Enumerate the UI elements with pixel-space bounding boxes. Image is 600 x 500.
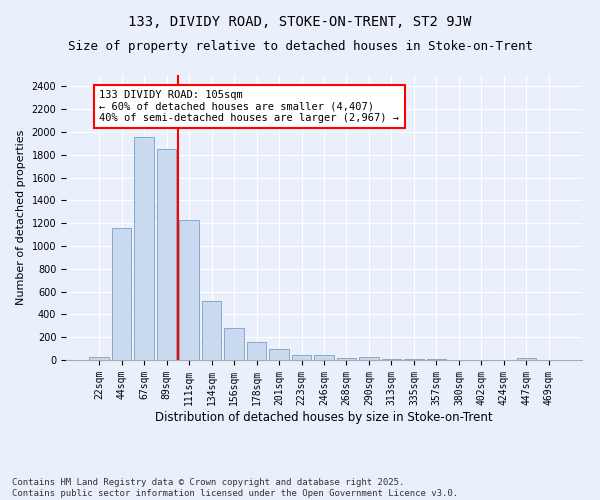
Bar bbox=[134, 136, 154, 360]
Bar bbox=[179, 220, 199, 360]
Bar bbox=[224, 328, 244, 360]
Bar bbox=[202, 300, 221, 360]
Bar bbox=[292, 355, 311, 360]
Y-axis label: Number of detached properties: Number of detached properties bbox=[16, 130, 26, 305]
Bar bbox=[382, 359, 401, 360]
Bar bbox=[269, 349, 289, 360]
Text: Contains HM Land Registry data © Crown copyright and database right 2025.
Contai: Contains HM Land Registry data © Crown c… bbox=[12, 478, 458, 498]
Text: 133, DIVIDY ROAD, STOKE-ON-TRENT, ST2 9JW: 133, DIVIDY ROAD, STOKE-ON-TRENT, ST2 9J… bbox=[128, 15, 472, 29]
X-axis label: Distribution of detached houses by size in Stoke-on-Trent: Distribution of detached houses by size … bbox=[155, 410, 493, 424]
Text: Size of property relative to detached houses in Stoke-on-Trent: Size of property relative to detached ho… bbox=[67, 40, 533, 53]
Bar bbox=[517, 358, 536, 360]
Bar bbox=[247, 342, 266, 360]
Bar bbox=[314, 355, 334, 360]
Bar bbox=[337, 358, 356, 360]
Bar bbox=[89, 357, 109, 360]
Bar bbox=[112, 228, 131, 360]
Bar bbox=[157, 149, 176, 360]
Bar bbox=[359, 357, 379, 360]
Text: 133 DIVIDY ROAD: 105sqm
← 60% of detached houses are smaller (4,407)
40% of semi: 133 DIVIDY ROAD: 105sqm ← 60% of detache… bbox=[100, 90, 400, 123]
